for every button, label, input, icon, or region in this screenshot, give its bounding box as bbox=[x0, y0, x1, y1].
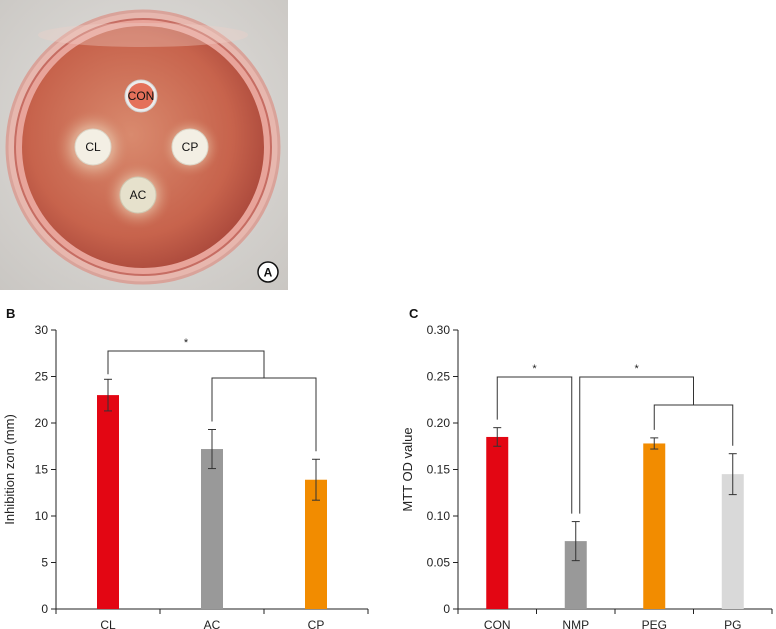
disc-ac bbox=[119, 176, 157, 214]
y-tick-label: 0.15 bbox=[427, 463, 451, 477]
bar-peg bbox=[643, 443, 666, 609]
disc-cp bbox=[171, 128, 209, 166]
y-tick-label: 30 bbox=[35, 323, 49, 337]
x-tick-label-nmp: NMP bbox=[562, 618, 589, 629]
agar-plate-photo: CON CL CP AC A bbox=[0, 0, 288, 290]
bracket-ac-cp bbox=[211, 377, 317, 452]
bar-con bbox=[486, 436, 509, 609]
bar-pg bbox=[721, 474, 744, 609]
chart-inhibition-zone: 0 5 10 15 20 25 30 Inhibition zon (mm) CL AC CP * bbox=[2, 323, 369, 629]
y-tick-label: 0.10 bbox=[427, 509, 451, 523]
panel-b-label: B bbox=[6, 306, 16, 321]
y-tick-label: 0.20 bbox=[427, 416, 451, 430]
disc-label-ac: AC bbox=[130, 188, 147, 202]
x-tick-label-cp: CP bbox=[308, 618, 325, 629]
y-tick-label: 15 bbox=[35, 463, 49, 477]
bracket-con-nmp bbox=[496, 376, 573, 514]
y-axis-label: Inhibition zon (mm) bbox=[2, 414, 17, 525]
x-tick-label-pg: PG bbox=[724, 618, 741, 629]
disc-label-con: CON bbox=[128, 89, 155, 103]
disc-cl bbox=[74, 128, 112, 166]
bracket-cl-group bbox=[107, 350, 265, 378]
x-tick-label-cl: CL bbox=[100, 618, 116, 629]
panel-a-badge bbox=[257, 261, 279, 283]
dish-reflection bbox=[38, 23, 248, 47]
x-tick-label-ac: AC bbox=[204, 618, 221, 629]
significance-star: * bbox=[634, 363, 639, 375]
bar-cp bbox=[305, 479, 327, 609]
disc-con bbox=[128, 83, 154, 109]
y-tick-label: 20 bbox=[35, 416, 49, 430]
significance-star: * bbox=[184, 337, 189, 349]
panel-c-label: C bbox=[409, 306, 419, 321]
y-axis-label: MTT OD value bbox=[400, 427, 415, 511]
x-tick-label-con: CON bbox=[484, 618, 511, 629]
y-tick-label: 0 bbox=[41, 602, 48, 616]
bar-ac bbox=[201, 449, 223, 609]
bracket-nmp-group bbox=[579, 376, 694, 514]
y-tick-label: 10 bbox=[35, 509, 49, 523]
chart-mtt-od: 0 0.05 0.10 0.15 0.20 0.25 0.30 MTT OD value CON… bbox=[400, 323, 773, 629]
y-tick-label: 0.25 bbox=[427, 370, 451, 384]
panel-a-label: A bbox=[264, 266, 273, 280]
y-tick-label: 0.30 bbox=[427, 323, 451, 337]
disc-label-cl: CL bbox=[85, 140, 101, 154]
x-tick-label-peg: PEG bbox=[642, 618, 667, 629]
y-tick-label: 5 bbox=[41, 556, 48, 570]
significance-star: * bbox=[532, 363, 537, 375]
agar-surface bbox=[22, 26, 264, 268]
y-tick-label: 0.05 bbox=[427, 556, 451, 570]
disc-label-cp: CP bbox=[182, 140, 199, 154]
bar-cl bbox=[97, 395, 119, 609]
bracket-peg-pg bbox=[653, 404, 734, 446]
y-tick-label: 0 bbox=[443, 602, 450, 616]
bar-nmp bbox=[564, 541, 587, 609]
y-tick-label: 25 bbox=[35, 370, 49, 384]
